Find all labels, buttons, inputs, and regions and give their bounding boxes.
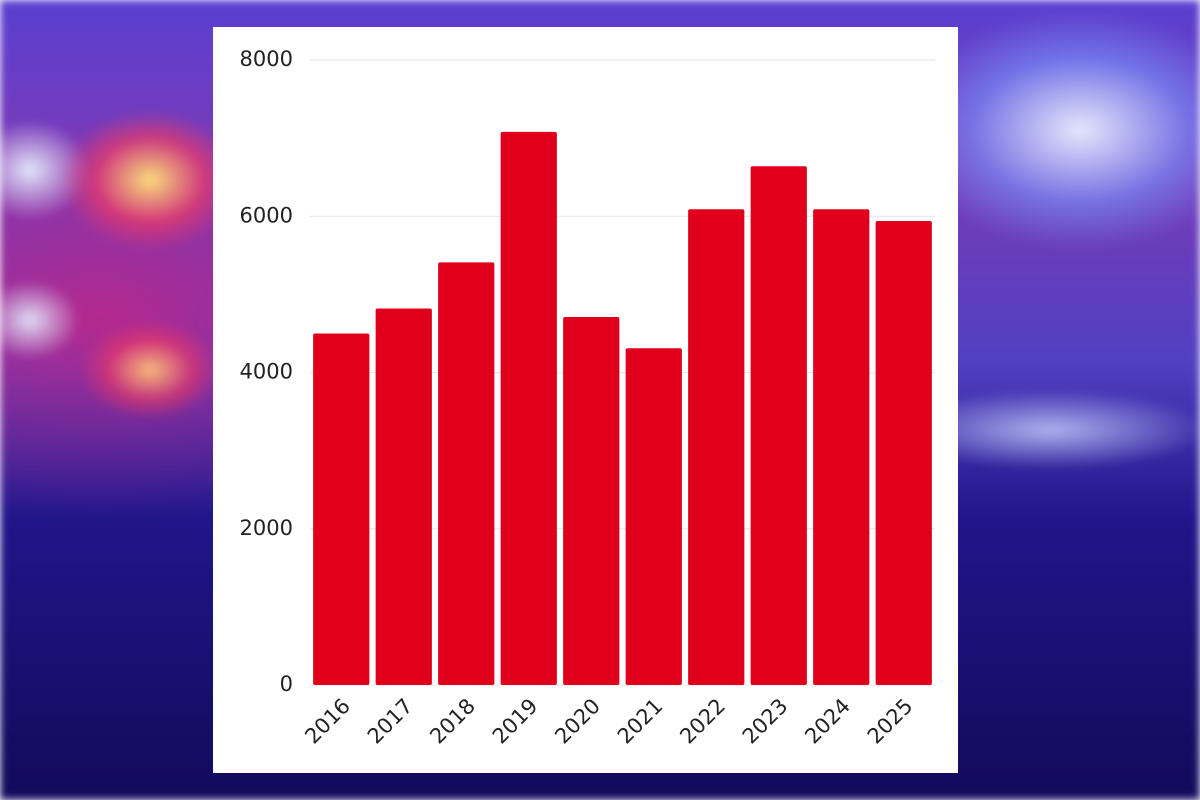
bar bbox=[625, 348, 682, 685]
bar bbox=[375, 308, 432, 685]
bar bbox=[813, 209, 870, 685]
y-tick-label: 0 bbox=[280, 672, 293, 696]
bar bbox=[688, 209, 745, 685]
bar bbox=[750, 166, 807, 685]
y-tick-label: 8000 bbox=[240, 47, 293, 71]
bar bbox=[313, 333, 370, 685]
y-tick-label: 6000 bbox=[240, 203, 293, 227]
bar bbox=[563, 317, 620, 685]
bar bbox=[875, 220, 932, 685]
bar bbox=[438, 262, 495, 685]
y-tick-label: 2000 bbox=[240, 516, 293, 540]
y-tick-label: 4000 bbox=[240, 360, 293, 384]
bar bbox=[500, 131, 557, 685]
